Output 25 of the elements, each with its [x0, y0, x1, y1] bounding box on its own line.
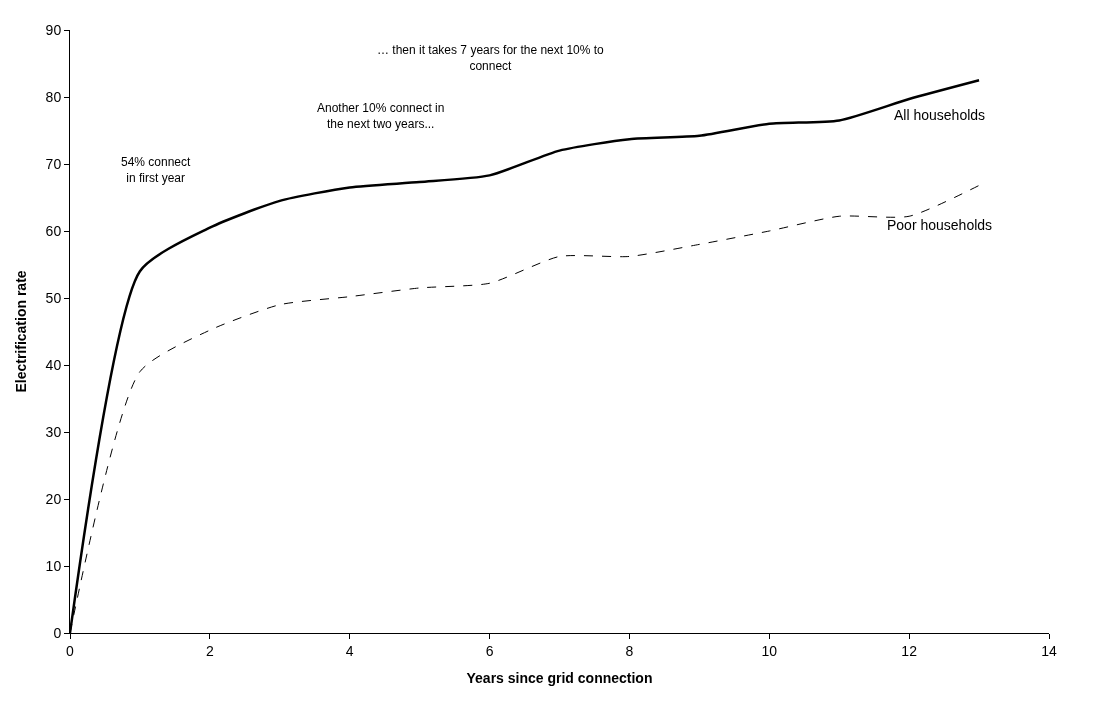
y-axis-title: Electrification rate — [13, 270, 30, 393]
y-tick-label: 30 — [45, 423, 62, 440]
x-tick-label: 4 — [345, 642, 354, 659]
x-tick-label: 0 — [66, 642, 75, 659]
y-tick-label: 0 — [53, 624, 62, 641]
x-tick-label: 8 — [625, 642, 634, 659]
x-tick-label: 2 — [205, 642, 214, 659]
x-tick-label: 6 — [485, 642, 494, 659]
annotation: … then it takes 7 years for the next 10% to connect — [377, 43, 605, 73]
y-tick-label: 70 — [45, 155, 62, 172]
series-label: All households — [894, 107, 986, 123]
x-tick-label: 14 — [1041, 642, 1057, 659]
y-tick-label: 40 — [45, 356, 62, 373]
y-tick-label: 80 — [45, 88, 62, 105]
x-axis-title: Years since grid connection — [466, 670, 653, 687]
y-tick-label: 90 — [45, 21, 62, 38]
series-label: Poor households — [887, 217, 993, 233]
annotation: 54% connect in first year — [121, 155, 192, 185]
y-tick-label: 50 — [45, 289, 62, 306]
y-tick-label: 20 — [45, 490, 62, 507]
x-tick-label: 10 — [761, 642, 778, 659]
x-tick-label: 12 — [901, 642, 918, 659]
y-tick-label: 60 — [45, 222, 62, 239]
annotation: Another 10% connect in the next two years... — [317, 101, 445, 131]
y-tick-label: 10 — [45, 557, 62, 574]
